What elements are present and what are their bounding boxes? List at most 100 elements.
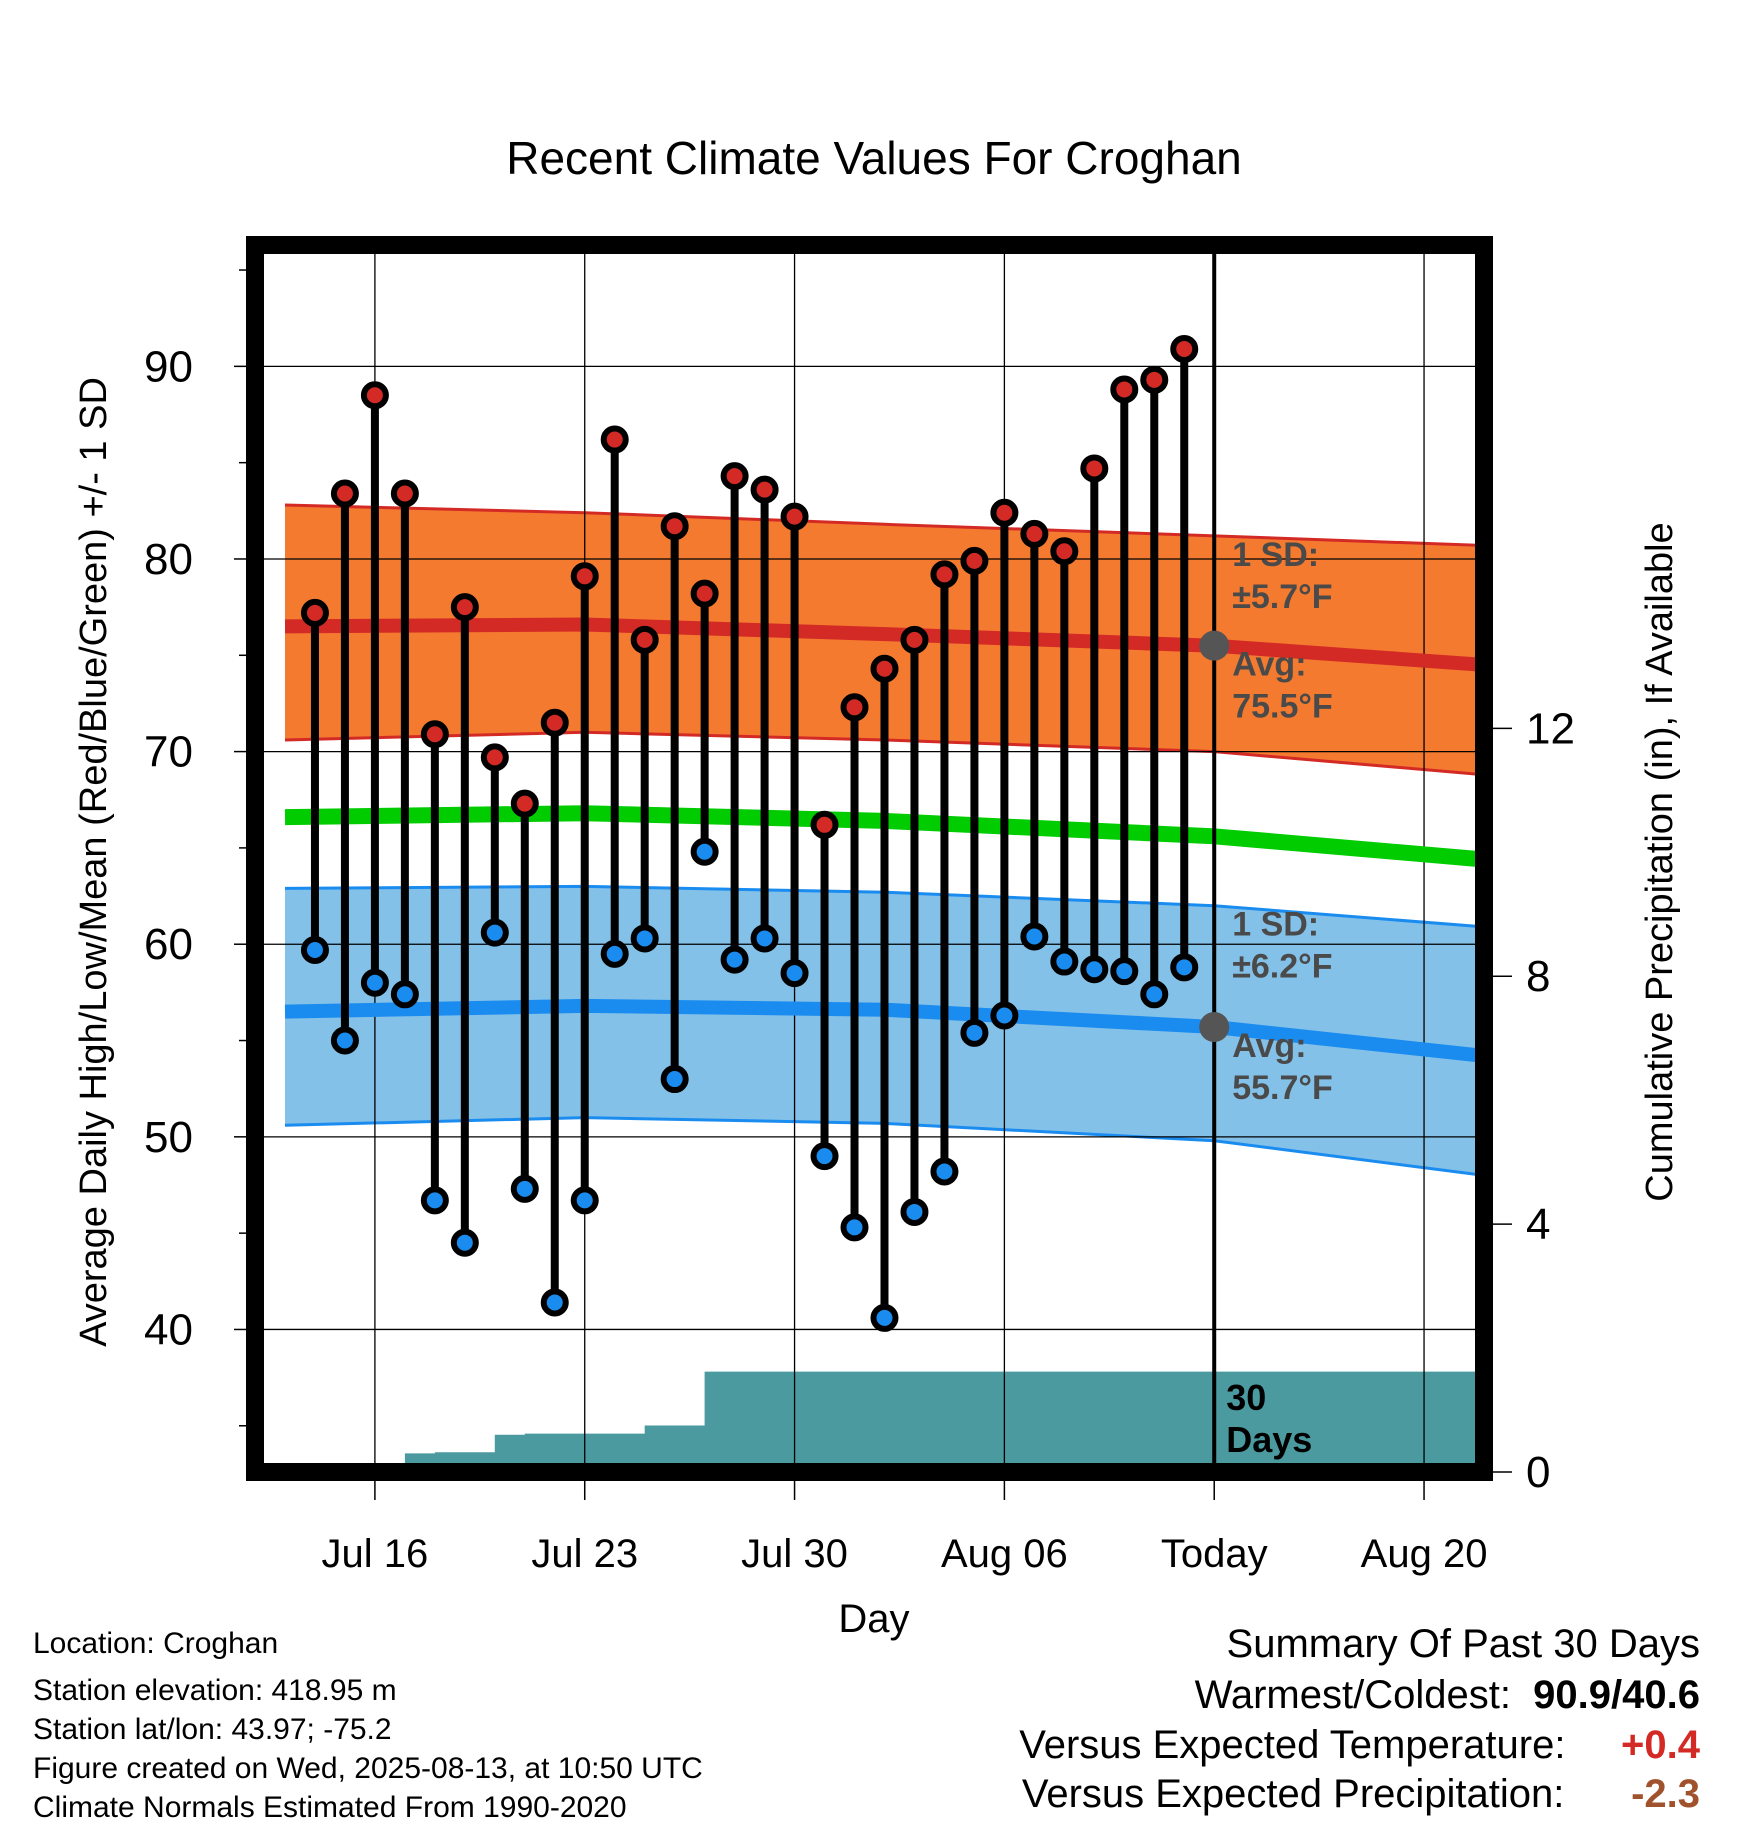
obs-low-point (450, 1228, 479, 1257)
summary-warm-cold: Warmest/Coldest: 90.9/40.6 (1195, 1673, 1700, 1718)
summary-temp: Versus Expected Temperature: +0.4 (1019, 1723, 1700, 1768)
warm-cold-label: Warmest/Coldest: (1194, 1673, 1511, 1717)
summary-precip: Versus Expected Precipitation: -2.3 (1022, 1772, 1700, 1817)
low-band-sd-value: ±6.2°F (1232, 948, 1332, 986)
chart-title: Recent Climate Values For Croghan (506, 132, 1241, 184)
obs-low-point (810, 1142, 839, 1171)
obs-low-point (330, 1026, 359, 1055)
obs-high-point (480, 743, 509, 772)
y-tick-label: 40 (144, 1305, 193, 1354)
y2-tick-label: 0 (1526, 1448, 1550, 1497)
figure-created: Figure created on Wed, 2025-08-13, at 10… (33, 1752, 703, 1785)
obs-high-point (1110, 375, 1139, 404)
obs-high-point (600, 425, 629, 454)
low-band-avg-label: Avg: (1232, 1027, 1306, 1065)
obs-high-point (840, 693, 869, 722)
obs-high-point (1020, 519, 1049, 548)
obs-high-point (750, 475, 779, 504)
y-tick-label: 50 (144, 1113, 193, 1162)
low-band-avg-marker (1199, 1012, 1230, 1043)
obs-high-point (870, 654, 899, 683)
obs-high-point (1050, 537, 1079, 566)
y-tick-label: 80 (144, 535, 193, 584)
high-band-sd-value: ±5.7°F (1232, 578, 1332, 616)
x-axis-label: Day (838, 1597, 909, 1641)
obs-high-point (450, 593, 479, 622)
obs-high-point (360, 381, 389, 410)
y-tick-label: 60 (144, 920, 193, 969)
normals-period: Climate Normals Estimated From 1990-2020 (33, 1791, 627, 1824)
x-tick-label: Aug 20 (1361, 1532, 1488, 1576)
obs-low-point (1170, 953, 1199, 982)
obs-low-point (510, 1174, 539, 1203)
y2-tick-label: 8 (1526, 952, 1550, 1001)
x-tick-label: Jul 23 (531, 1532, 638, 1576)
obs-low-point (780, 959, 809, 988)
obs-low-point (660, 1065, 689, 1094)
obs-low-point (690, 837, 719, 866)
obs-high-point (630, 625, 659, 654)
low-band-avg-value: 55.7°F (1232, 1069, 1333, 1107)
summary-heading: Summary Of Past 30 Days (1226, 1622, 1700, 1666)
y2-axis-label: Cumulative Precipitation (in), If Availa… (1639, 522, 1681, 1201)
obs-low-point (900, 1197, 929, 1226)
station-latlon: Station lat/lon: 43.97; -75.2 (33, 1713, 392, 1746)
precip-anomaly-value: -2.3 (1631, 1772, 1700, 1816)
obs-low-point (1140, 980, 1169, 1009)
obs-low-point (840, 1213, 869, 1242)
temp-label: Versus Expected Temperature: (1019, 1723, 1566, 1767)
obs-low-point (1050, 947, 1079, 976)
y-tick-label: 90 (144, 342, 193, 391)
station-location: Location: Croghan (33, 1627, 279, 1660)
obs-low-point (540, 1288, 569, 1317)
obs-high-point (420, 720, 449, 749)
y2-tick-label: 4 (1526, 1200, 1550, 1249)
high-band-sd-label: 1 SD: (1232, 536, 1319, 574)
x-tick-label: Jul 30 (741, 1532, 848, 1576)
obs-low-point (300, 935, 329, 964)
obs-low-point (570, 1186, 599, 1215)
obs-high-point (930, 560, 959, 589)
obs-low-point (720, 945, 749, 974)
plot-area: 1 SD: ±5.7°F Avg: 75.5°F 1 SD: ±6.2°F Avg: 55.7… (144, 236, 1575, 1576)
obs-high-point (570, 562, 599, 591)
obs-low-point (750, 924, 779, 953)
y-tick-label: 70 (144, 728, 193, 777)
high-sd-band-upper-edge (284, 503, 1484, 547)
obs-high-point (1080, 454, 1109, 483)
y2-tick-label: 12 (1526, 704, 1575, 753)
warm-cold-value: 90.9/40.6 (1533, 1673, 1700, 1717)
high-avg-line (284, 617, 1484, 672)
obs-low-point (1020, 922, 1049, 951)
obs-high-point (960, 546, 989, 575)
window-label-count: 30 (1226, 1377, 1266, 1418)
obs-high-point (300, 598, 329, 627)
obs-low-point (630, 924, 659, 953)
obs-high-point (720, 462, 749, 491)
obs-high-point (1140, 365, 1169, 394)
obs-high-point (330, 479, 359, 508)
obs-low-point (600, 939, 629, 968)
obs-high-point (390, 479, 419, 508)
x-tick-label: Aug 06 (941, 1532, 1068, 1576)
obs-low-point (420, 1186, 449, 1215)
obs-high-point (990, 498, 1019, 527)
obs-high-point (510, 789, 539, 818)
window-label-unit: Days (1226, 1419, 1312, 1460)
obs-low-point (1080, 955, 1109, 984)
obs-high-point (540, 708, 569, 737)
obs-low-point (930, 1157, 959, 1186)
low-band-sd-label: 1 SD: (1232, 906, 1319, 944)
plot-interior: 1 SD: ±5.7°F Avg: 75.5°F 1 SD: ±6.2°F Avg: 55.7… (255, 245, 1484, 1472)
obs-low-point (390, 980, 419, 1009)
precip-area (374, 1371, 1484, 1472)
x-tick-label: Today (1161, 1532, 1268, 1576)
high-band-avg-value: 75.5°F (1232, 688, 1333, 726)
x-tick-label: Jul 16 (322, 1532, 429, 1576)
obs-low-point (360, 968, 389, 997)
temp-anomaly-value: +0.4 (1621, 1723, 1700, 1767)
obs-low-point (990, 1001, 1019, 1030)
plot-frame (246, 236, 1493, 1481)
precip-label: Versus Expected Precipitation: (1021, 1772, 1565, 1816)
